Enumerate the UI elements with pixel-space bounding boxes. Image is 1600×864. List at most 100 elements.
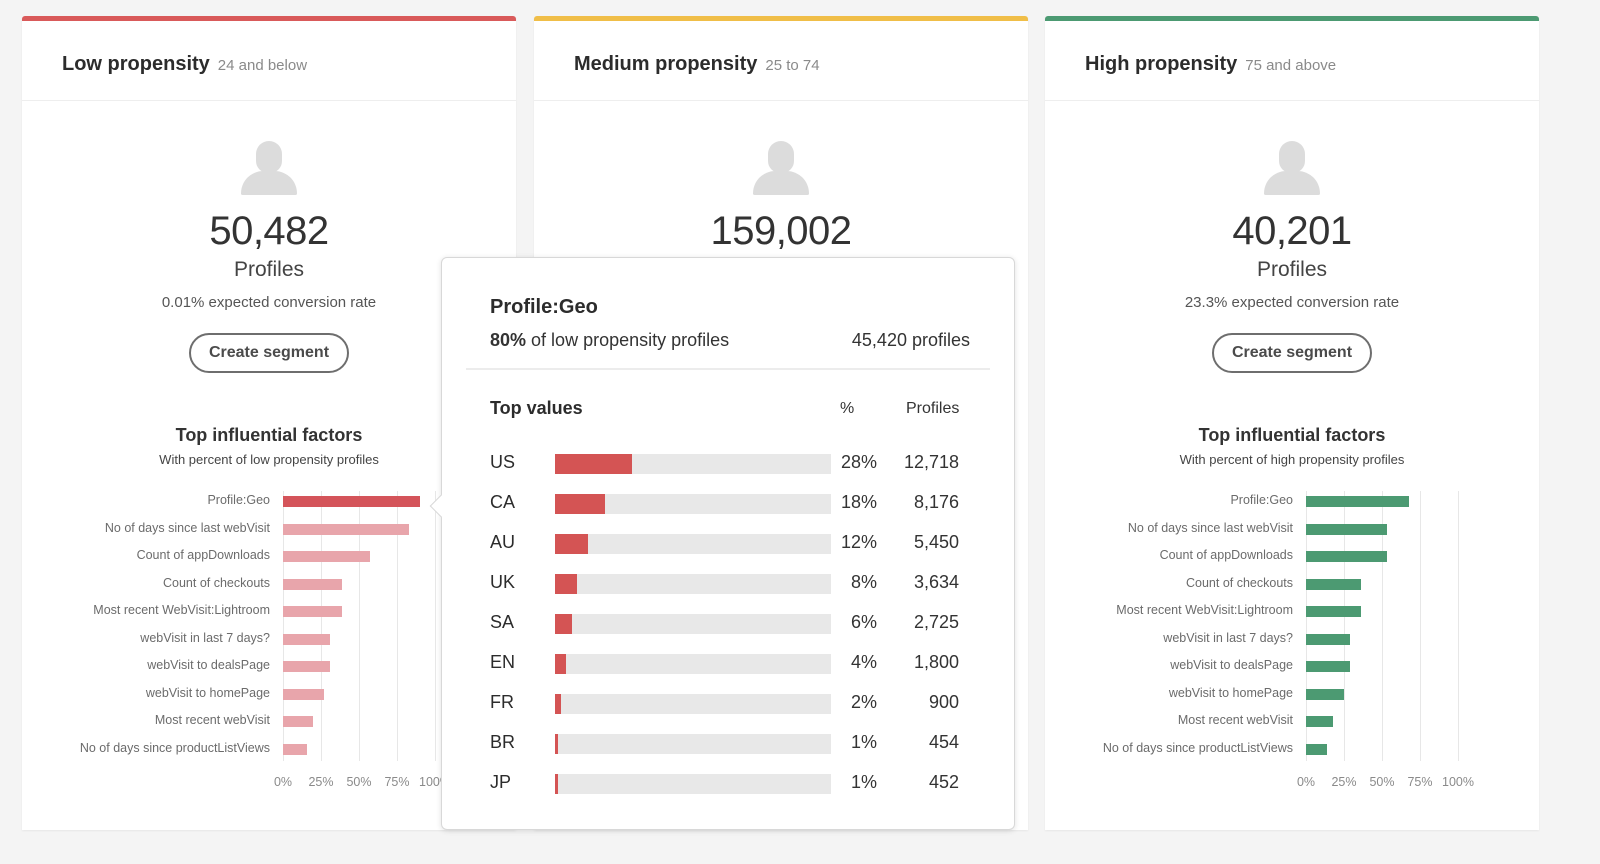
factor-row[interactable]: Count of appDownloads [1045,548,1539,575]
factor-row[interactable]: No of days since last webVisit [22,521,516,548]
value-code: FR [490,692,514,712]
factor-row[interactable]: webVisit in last 7 days? [22,631,516,658]
gridline [1382,491,1383,761]
factor-label: No of days since last webVisit [104,520,270,535]
factor-bar[interactable] [1306,661,1351,672]
factors-subtitle: With percent of low propensity profiles [159,452,379,467]
profile-icon [241,141,297,195]
share-text: of low propensity profiles [531,330,730,350]
x-tick-label: 50% [346,775,372,789]
factor-bar[interactable] [1306,496,1410,507]
x-tick-label: 0% [1296,775,1316,789]
factor-row[interactable]: Most recent webVisit [1045,713,1539,740]
factor-bar[interactable] [1306,606,1361,617]
factor-row[interactable]: No of days since last webVisit [1045,521,1539,548]
value-percent: 18% [840,492,877,512]
factor-bar[interactable] [1306,523,1387,535]
factor-row[interactable]: Count of checkouts [1045,576,1539,603]
factor-row[interactable]: Most recent WebVisit:Lightroom [1045,603,1539,630]
factor-row[interactable]: webVisit to homePage [22,686,516,713]
factor-row[interactable]: Count of checkouts [22,576,516,603]
popover-share: 80% of low propensity profiles [490,330,729,351]
gridline [1344,491,1345,761]
factor-row[interactable]: webVisit to dealsPage [1045,658,1539,685]
factor-bar[interactable] [283,716,314,727]
card-body: 40,201 Profiles 23.3% expected conversio… [1045,141,1539,811]
value-profiles: 454 [928,732,959,752]
profile-count: 40,201 [1232,209,1352,253]
popover-title: Profile:Geo [490,296,598,318]
factor-row[interactable]: webVisit to homePage [1045,686,1539,713]
card-title: Low propensity [62,53,210,75]
factor-bar[interactable] [283,743,308,755]
value-percent: 6% [850,612,877,632]
factor-label: webVisit to homePage [145,685,270,700]
factor-bar[interactable] [1306,688,1344,700]
value-profiles: 1,800 [913,652,959,672]
column-header-profiles: Profiles [906,400,960,417]
factor-label: No of days since productListViews [79,740,270,755]
factor-bar[interactable] [283,661,331,672]
card-header: Low propensity 24 and below [22,21,516,101]
profile-icon [753,141,809,195]
value-bar-track [555,614,831,634]
card-header: Medium propensity 25 to 74 [534,21,1028,101]
high-factors-chart: 0% 25% 50% 75% 100% Profile:Geo No of days sin… [1045,481,1539,811]
divider [466,368,990,370]
x-tick-label: 0% [273,775,293,789]
value-profiles: 2,725 [913,612,959,632]
factor-bar[interactable] [1306,633,1351,645]
factor-bar[interactable] [283,633,331,645]
value-code: EN [490,652,516,672]
factor-label: Count of appDownloads [136,548,270,562]
factor-bar[interactable] [1306,743,1328,755]
profile-count: 159,002 [710,209,852,253]
gridline [321,491,322,761]
x-tick-label: 25% [308,775,334,789]
gridline [397,491,398,761]
factor-row[interactable]: Count of appDownloads [22,548,516,575]
factor-row[interactable]: webVisit to dealsPage [22,658,516,685]
factor-row[interactable]: Profile:Geo [22,493,516,520]
factor-bar[interactable] [283,606,343,617]
value-bar-track [555,454,831,474]
gridline [1458,491,1459,761]
value-bar-track [555,494,831,514]
x-tick-label: 50% [1369,775,1395,789]
create-segment-button[interactable]: Create segment [1212,333,1372,373]
factor-row[interactable]: Profile:Geo [1045,493,1539,520]
factor-bar[interactable] [283,578,343,590]
factor-bar[interactable] [283,688,325,700]
create-segment-button[interactable]: Create segment [189,333,349,373]
factor-row[interactable]: No of days since productListViews [1045,741,1539,768]
card-body: 159,002 [534,141,1028,254]
value-bar-track [555,694,831,714]
x-tick-label: 100% [1442,775,1474,789]
factor-bar[interactable] [283,523,410,535]
factors-subtitle: With percent of high propensity profiles [1179,452,1405,467]
card-title: Medium propensity [574,53,758,75]
factors-title: Top influential factors [175,425,363,445]
factor-row[interactable]: webVisit in last 7 days? [1045,631,1539,658]
factor-label: Most recent WebVisit:Lightroom [1116,603,1293,617]
conversion-rate: 0.01% expected conversion rate [161,294,377,311]
profiles-label: Profiles [233,258,305,281]
card-header: High propensity 75 and above [1045,21,1539,101]
factor-label: webVisit in last 7 days? [1163,630,1293,645]
factor-bar[interactable] [1306,716,1334,727]
factor-row[interactable]: Most recent webVisit [22,713,516,740]
factor-bar[interactable] [1306,551,1387,562]
value-percent: 12% [840,532,877,552]
factor-bar[interactable] [283,496,420,507]
gridline [359,491,360,761]
factor-row[interactable]: Most recent WebVisit:Lightroom [22,603,516,630]
gridline [1306,491,1307,761]
card-range: 24 and below [217,57,308,74]
factor-bar[interactable] [1306,578,1361,590]
factor-row[interactable]: No of days since productListViews [22,741,516,768]
share-percent: 80% [490,330,527,350]
popover-total: 45,420 profiles [851,330,970,350]
factor-label: Profile:Geo [1230,493,1293,507]
factor-bar[interactable] [283,551,370,562]
value-bar-fill [555,614,572,634]
